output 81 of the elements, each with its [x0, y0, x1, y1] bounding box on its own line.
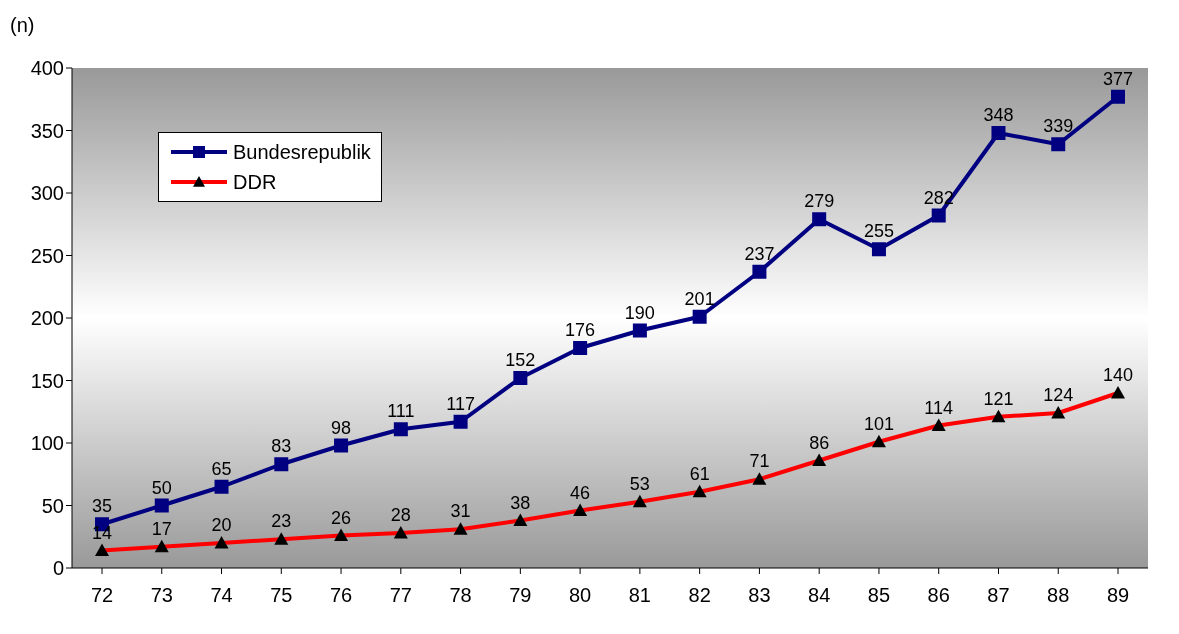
data-label: 50: [151, 477, 172, 498]
data-label: 101: [863, 413, 894, 434]
data-label: 17: [151, 518, 172, 539]
y-tick-label: 400: [30, 57, 64, 80]
data-label: 31: [450, 501, 471, 522]
data-label: 86: [809, 432, 830, 453]
x-tick-label: 89: [1106, 584, 1130, 607]
point: [692, 309, 707, 324]
point: [871, 242, 886, 257]
y-tick-label: 50: [41, 494, 64, 517]
data-label: 255: [863, 221, 894, 242]
y-tick-label: 0: [52, 557, 64, 580]
data-label: 140: [1102, 365, 1134, 385]
data-label: 152: [505, 350, 536, 370]
data-label: 65: [211, 458, 232, 479]
y-tick-label: 250: [30, 244, 64, 267]
x-tick-label: 87: [987, 584, 1010, 607]
data-label: 124: [1043, 385, 1074, 405]
x-tick-label: 78: [449, 584, 472, 607]
x-tick-label: 84: [808, 584, 831, 607]
data-label: 83: [271, 436, 292, 457]
point: [573, 341, 588, 355]
data-label: 114: [924, 397, 954, 418]
x-tick-label: 75: [270, 584, 293, 607]
x-tick-label: 85: [867, 584, 891, 607]
data-label: 176: [565, 320, 596, 340]
point: [334, 438, 349, 453]
x-tick-label: 76: [329, 584, 353, 607]
y-tick-label: 150: [30, 369, 64, 392]
point: [274, 457, 289, 472]
y-axis-title: (n): [10, 14, 35, 37]
data-label: 98: [331, 417, 352, 438]
data-label: 23: [271, 511, 292, 532]
x-tick-label: 83: [748, 584, 771, 607]
data-label: 28: [390, 505, 411, 525]
data-label: 237: [744, 243, 775, 264]
data-label: 61: [689, 463, 710, 484]
data-label: 35: [91, 496, 113, 517]
data-label: 279: [804, 191, 835, 212]
data-label: 26: [331, 507, 352, 528]
point: [154, 498, 169, 513]
data-label: 190: [624, 302, 655, 323]
data-label: 38: [510, 492, 531, 513]
y-tick-label: 200: [30, 307, 64, 330]
point: [991, 126, 1006, 140]
data-label: 348: [983, 105, 1014, 125]
data-label: 46: [570, 482, 591, 503]
data-label: 71: [749, 451, 770, 472]
x-tick-label: 80: [568, 584, 592, 607]
data-label: 20: [211, 515, 232, 535]
x-tick-label: 88: [1047, 584, 1070, 607]
point: [214, 479, 229, 494]
data-label: 117: [446, 393, 475, 414]
x-tick-label: 86: [927, 584, 950, 607]
x-tick-label: 72: [90, 584, 114, 607]
data-label: 121: [983, 388, 1014, 409]
data-label: 53: [629, 473, 650, 494]
point: [812, 212, 827, 227]
data-label: 111: [387, 401, 415, 422]
data-label: 377: [1102, 68, 1134, 89]
x-tick-label: 82: [688, 584, 711, 607]
legend-label: DDR: [233, 170, 277, 194]
point: [632, 323, 647, 338]
y-tick-label: 300: [30, 182, 64, 205]
point: [1111, 89, 1125, 104]
data-label: 201: [684, 288, 715, 309]
legend-label: Bundesrepublik: [233, 140, 371, 164]
y-tick-label: 350: [30, 119, 64, 142]
point: [752, 264, 767, 279]
point: [513, 371, 528, 385]
point: [1051, 137, 1066, 152]
x-tick-label: 73: [150, 584, 173, 607]
x-tick-label: 79: [509, 584, 532, 607]
x-tick-label: 74: [210, 584, 233, 607]
x-tick-label: 77: [389, 584, 412, 607]
data-label: 339: [1043, 116, 1074, 137]
x-tick-label: 81: [628, 584, 652, 607]
point: [393, 422, 408, 437]
point: [453, 414, 468, 429]
point: [931, 208, 946, 223]
y-tick-label: 100: [30, 432, 64, 455]
